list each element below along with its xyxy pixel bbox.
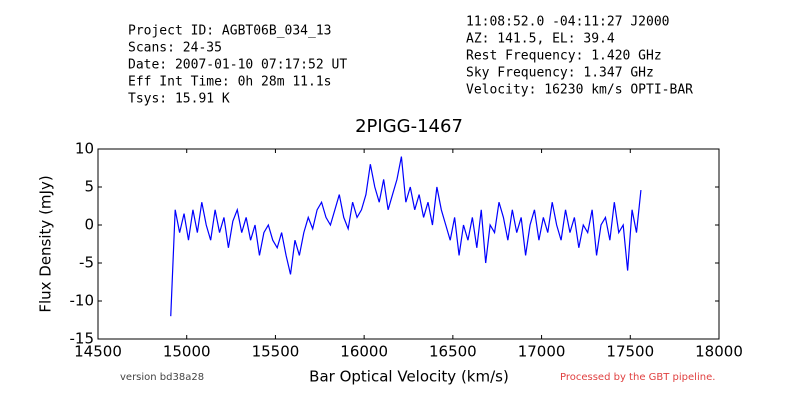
header-line: Sky Frequency: 1.347 GHz (466, 66, 654, 81)
footer-pipeline: Processed by the GBT pipeline. (560, 372, 715, 383)
y-axis-label: Flux Density (mJy) (37, 175, 55, 312)
header-line: Velocity: 16230 km/s OPTI-BAR (466, 83, 693, 98)
header-line: Eff Int Time: 0h 28m 11.1s (128, 75, 332, 90)
x-axis-label: Bar Optical Velocity (km/s) (309, 368, 509, 386)
header-line: Rest Frequency: 1.420 GHz (466, 49, 662, 64)
header-line: Date: 2007-01-10 07:17:52 UT (128, 58, 347, 73)
plot-frame (97, 148, 720, 340)
y-tick-label: 5 (84, 178, 94, 196)
x-tick-label: 17500 (606, 343, 654, 361)
chart-title: 2PIGG-1467 (355, 116, 463, 137)
header-line: Project ID: AGBT06B_034_13 (128, 24, 332, 39)
x-tick-label: 14500 (74, 343, 122, 361)
x-tick-label: 15500 (252, 343, 300, 361)
header-line: 11:08:52.0 -04:11:27 J2000 (466, 15, 670, 30)
header-line: Scans: 24-35 (128, 41, 222, 56)
x-tick-label: 17000 (518, 343, 566, 361)
header-line: AZ: 141.5, EL: 39.4 (466, 32, 615, 47)
x-tick-label: 15000 (163, 343, 211, 361)
header-line: Tsys: 15.91 K (128, 92, 230, 107)
footer-version: version bd38a28 (120, 372, 204, 383)
y-tick-label: -15 (70, 330, 95, 348)
x-tick-label: 18000 (695, 343, 743, 361)
y-tick-label: -10 (70, 292, 95, 310)
x-tick-label: 16000 (340, 343, 388, 361)
x-tick-label: 16500 (429, 343, 477, 361)
y-tick-label: -5 (79, 254, 94, 272)
y-tick-label: 10 (75, 140, 94, 158)
y-tick-label: 0 (84, 216, 94, 234)
spectrum-line (170, 156, 642, 317)
